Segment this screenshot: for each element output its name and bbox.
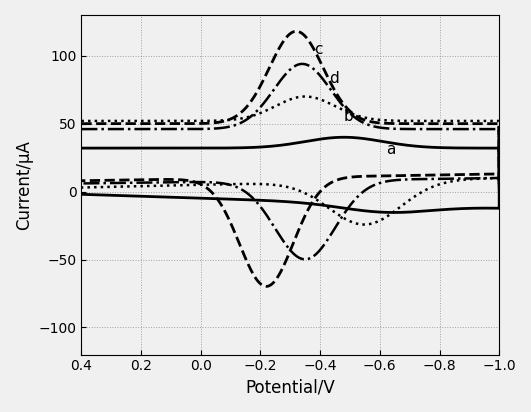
Text: d: d [329, 71, 339, 86]
Text: a: a [386, 142, 395, 157]
X-axis label: Potential/V: Potential/V [245, 379, 335, 397]
Y-axis label: Current/μA: Current/μA [15, 140, 33, 230]
Text: b: b [344, 109, 354, 124]
Text: c: c [314, 42, 323, 57]
